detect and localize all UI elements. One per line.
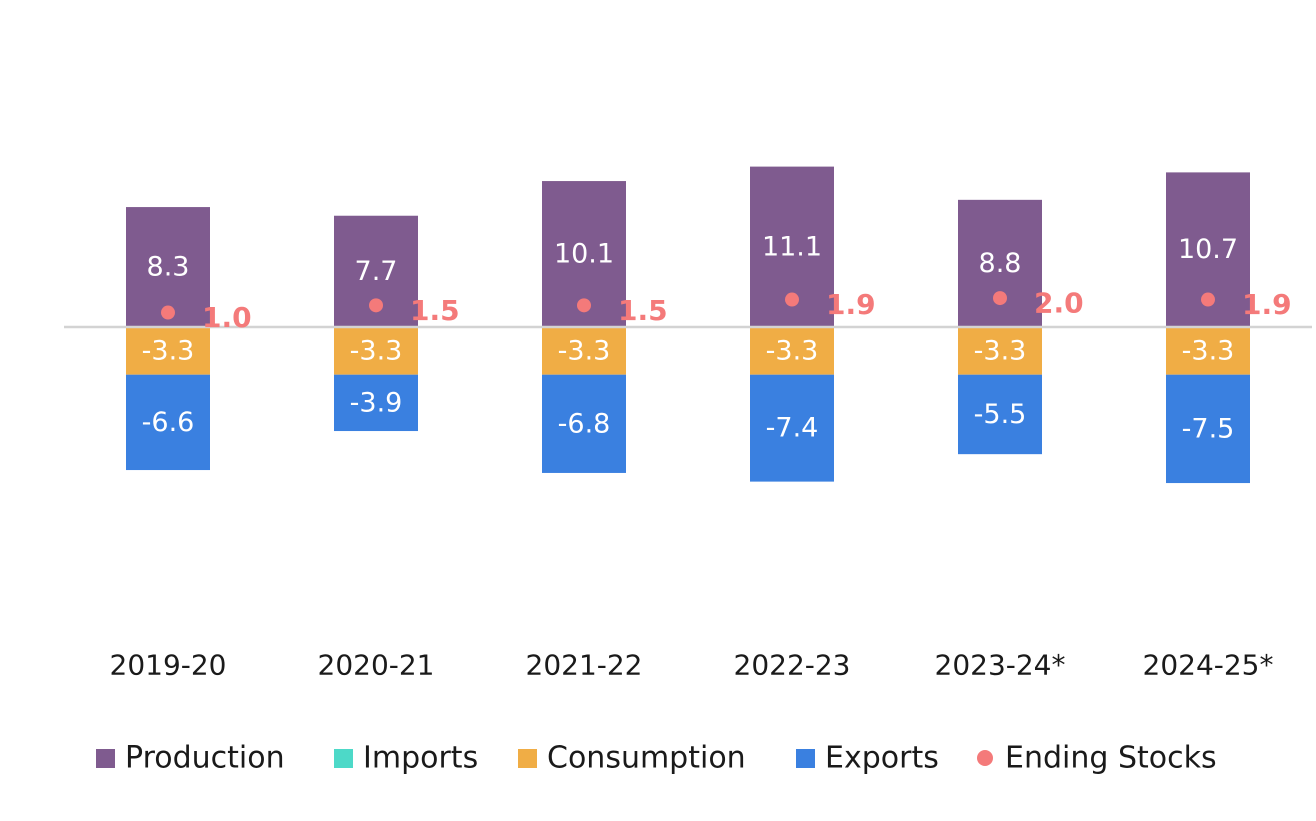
label-exports-2023-24: -5.5 [974, 399, 1027, 430]
x-tick-2021-22: 2021-22 [526, 649, 643, 682]
ending-stocks-layer [161, 291, 1215, 320]
bar-consumption-2023-24 [958, 327, 1042, 375]
label-ending-stocks-2021-22: 1.5 [618, 294, 668, 327]
label-consumption-2020-21: -3.3 [350, 335, 403, 366]
legend-marker-ending-stocks [977, 750, 993, 766]
bar-consumption-2024-25 [1166, 327, 1250, 375]
legend-item-ending-stocks: Ending Stocks [977, 741, 1217, 776]
legend-item-consumption: Consumption [518, 741, 746, 776]
legend-item-production: Production [96, 741, 285, 776]
label-production-2022-23: 11.1 [762, 231, 822, 262]
bar-consumption-2019-20 [126, 327, 210, 375]
label-consumption-2023-24: -3.3 [974, 335, 1027, 366]
legend-swatch-consumption [518, 749, 537, 768]
label-consumption-2021-22: -3.3 [558, 335, 611, 366]
label-ending-stocks-2022-23: 1.9 [826, 288, 876, 321]
label-exports-2020-21: -3.9 [350, 387, 403, 418]
dot-ending-stocks-2021-22 [577, 298, 591, 313]
bar-exports-2020-21 [334, 374, 418, 432]
value-labels-layer: 8.3-3.3-6.61.07.7-3.3-3.91.510.1-3.3-6.8… [142, 231, 1292, 444]
legend-swatch-exports [796, 749, 815, 768]
legend-label-imports: Imports [363, 741, 478, 776]
bar-exports-2019-20 [126, 374, 210, 471]
x-tick-2019-20: 2019-20 [110, 649, 227, 682]
label-production-2020-21: 7.7 [355, 256, 398, 287]
legend-swatch-production [96, 749, 115, 768]
label-production-2021-22: 10.1 [554, 239, 614, 270]
label-exports-2021-22: -6.8 [558, 408, 611, 439]
label-consumption-2024-25: -3.3 [1182, 335, 1235, 366]
legend-label-ending-stocks: Ending Stocks [1005, 741, 1217, 776]
label-consumption-2019-20: -3.3 [142, 335, 195, 366]
legend-item-imports: Imports [334, 741, 478, 776]
dot-ending-stocks-2019-20 [161, 305, 175, 320]
dot-ending-stocks-2024-25 [1201, 292, 1215, 307]
bar-consumption-2021-22 [542, 327, 626, 375]
x-tick-2022-23: 2022-23 [734, 649, 851, 682]
label-exports-2024-25: -7.5 [1182, 413, 1235, 444]
label-ending-stocks-2020-21: 1.5 [410, 294, 460, 327]
legend-item-exports: Exports [796, 741, 939, 776]
x-tick-2023-24: 2023-24* [935, 649, 1066, 682]
label-production-2023-24: 8.8 [979, 248, 1022, 279]
bar-consumption-2020-21 [334, 327, 418, 375]
bar-production-2023-24 [958, 199, 1042, 327]
label-ending-stocks-2023-24: 2.0 [1034, 287, 1084, 320]
bar-exports-2023-24 [958, 374, 1042, 455]
x-tick-2024-25: 2024-25* [1143, 649, 1274, 682]
label-exports-2022-23: -7.4 [766, 413, 819, 444]
label-ending-stocks-2019-20: 1.0 [202, 301, 252, 334]
bar-exports-2021-22 [542, 374, 626, 473]
x-tick-2020-21: 2020-21 [318, 649, 435, 682]
label-production-2019-20: 8.3 [147, 252, 190, 283]
x-axis-tick-labels: 2019-20 2020-21 2021-22 2022-23 2023-24* 2024… [110, 649, 1274, 682]
label-exports-2019-20: -6.6 [142, 407, 195, 438]
legend-label-consumption: Consumption [547, 741, 746, 776]
label-production-2024-25: 10.7 [1178, 234, 1238, 265]
legend-label-exports: Exports [825, 741, 939, 776]
legend-label-production: Production [125, 741, 285, 776]
dot-ending-stocks-2022-23 [785, 292, 799, 307]
legend: Production Imports Consumption Exports Endin… [96, 741, 1217, 776]
dot-ending-stocks-2023-24 [993, 291, 1007, 306]
label-consumption-2022-23: -3.3 [766, 335, 819, 366]
legend-swatch-imports [334, 749, 353, 768]
bar-exports-2024-25 [1166, 374, 1250, 484]
label-ending-stocks-2024-25: 1.9 [1242, 288, 1292, 321]
bar-exports-2022-23 [750, 374, 834, 482]
dot-ending-stocks-2020-21 [369, 298, 383, 313]
bar-consumption-2022-23 [750, 327, 834, 375]
bars-layer [126, 166, 1250, 484]
